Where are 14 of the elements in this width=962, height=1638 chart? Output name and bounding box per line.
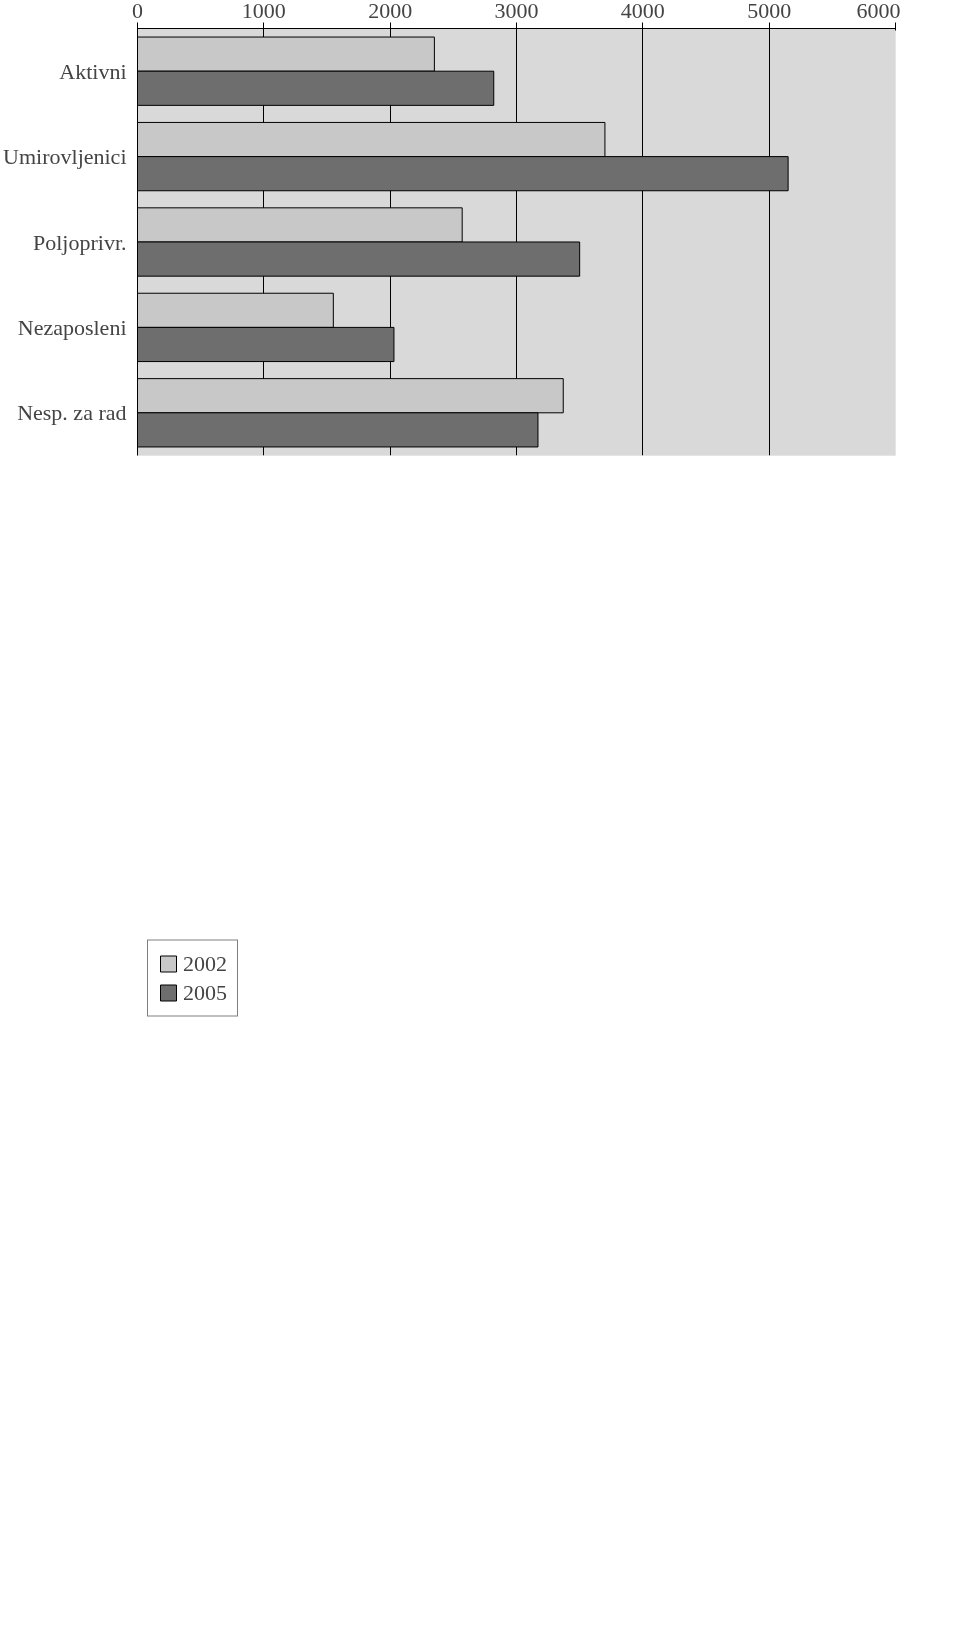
y-tick-label: Nezaposleni	[17, 314, 127, 340]
y-tick-label: Nesp. za rad	[17, 400, 127, 426]
y-tick-label: Umirovljenici	[3, 144, 127, 170]
x-tick-label: 4000	[620, 0, 665, 23]
x-tick-label: 1000	[241, 0, 286, 23]
x-tick-label: 3000	[494, 0, 539, 23]
y-tick-label: Aktivni	[59, 58, 127, 84]
x-tick-label: 0	[132, 0, 143, 23]
x-tick-label: 5000	[747, 0, 792, 23]
y-tick-label: Poljoprivr.	[32, 229, 127, 255]
x-tick-label: 6000	[856, 0, 901, 23]
x-tick-label: 2000	[368, 0, 413, 23]
legend-label: 2005	[183, 979, 227, 1005]
legend-label: 2002	[183, 950, 227, 976]
